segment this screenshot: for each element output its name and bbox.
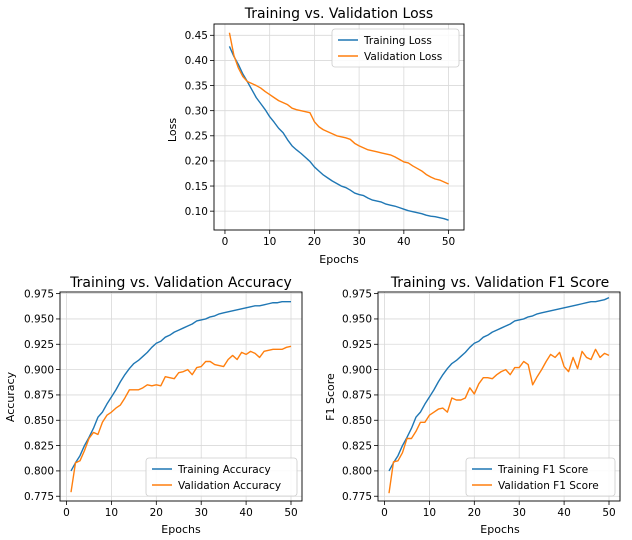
f1-ytick-label: 0.900 [342, 364, 372, 376]
f1-xtick-label: 40 [557, 507, 570, 519]
accuracy-chart-xlabel: Epochs [161, 523, 201, 536]
loss-legend-label-validation: Validation Loss [364, 51, 442, 63]
f1-xtick-label: 0 [381, 507, 388, 519]
f1-legend-label-training: Training F1 Score [497, 464, 588, 476]
loss-ytick-label: 0.20 [185, 156, 208, 168]
loss-legend: Training Loss Validation Loss [331, 28, 460, 68]
loss-ytick-label: 0.15 [185, 181, 208, 193]
accuracy-ytick-label: 0.925 [24, 339, 54, 351]
f1-legend: Training F1 Score Validation F1 Score [465, 457, 616, 497]
f1-chart-title: Training vs. Validation F1 Score [390, 275, 609, 291]
f1-xtick-label: 50 [602, 507, 615, 519]
f1-ytick-label: 0.975 [342, 288, 372, 300]
loss-ytick-label: 0.35 [185, 80, 208, 92]
f1-legend-box [465, 457, 616, 497]
accuracy-legend-label-validation: Validation Accuracy [178, 480, 281, 492]
loss-ytick-label: 0.10 [185, 206, 208, 218]
f1-ytick-label: 0.825 [342, 440, 372, 452]
loss-ytick-label: 0.45 [185, 30, 208, 42]
loss-xtick-label: 40 [397, 236, 410, 248]
loss-xtick-label: 50 [442, 236, 455, 248]
accuracy-legend-label-training: Training Accuracy [177, 464, 271, 476]
loss-series-training-line [228, 46, 449, 221]
accuracy-ytick-label: 0.775 [24, 491, 54, 503]
f1-xtick-label: 30 [513, 507, 526, 519]
accuracy-ytick-label: 0.950 [24, 314, 54, 326]
accuracy-xtick-label: 0 [63, 507, 70, 519]
f1-ytick-label: 0.800 [342, 466, 372, 478]
f1-ytick-label: 0.875 [342, 390, 372, 402]
accuracy-axes-frame [59, 291, 303, 502]
f1-xtick-label: 20 [468, 507, 481, 519]
loss-chart-ylabel: Loss [166, 118, 179, 142]
accuracy-ytick-label: 0.875 [24, 390, 54, 402]
f1-axes-frame [377, 291, 621, 502]
accuracy-legend-box [145, 457, 298, 497]
accuracy-xtick-label: 10 [105, 507, 118, 519]
accuracy-legend: Training Accuracy Validation Accuracy [145, 457, 298, 497]
f1-ytick-label: 0.775 [342, 491, 372, 503]
loss-xtick-label: 0 [222, 236, 229, 248]
accuracy-ytick-label: 0.800 [24, 466, 54, 478]
loss-legend-label-training: Training Loss [363, 35, 432, 47]
f1-chart: Training vs. Validation F1 Score Epochs … [324, 275, 621, 536]
accuracy-chart-title: Training vs. Validation Accuracy [69, 275, 292, 291]
loss-chart-title: Training vs. Validation Loss [244, 6, 433, 22]
f1-xtick-label: 10 [423, 507, 436, 519]
loss-legend-box [331, 28, 460, 68]
accuracy-series-validation-line [70, 345, 292, 493]
loss-series-validation-line [228, 32, 449, 185]
loss-xtick-label: 20 [308, 236, 321, 248]
loss-chart-xlabel: Epochs [319, 253, 359, 266]
accuracy-xtick-label: 50 [284, 507, 297, 519]
accuracy-series-training-line [70, 301, 291, 472]
accuracy-xtick-label: 30 [195, 507, 208, 519]
f1-series-validation-line [388, 348, 610, 494]
loss-chart: Training vs. Validation Loss Epochs Loss… [166, 6, 465, 266]
loss-xtick-label: 10 [263, 236, 276, 248]
f1-legend-label-validation: Validation F1 Score [498, 480, 599, 492]
f1-chart-xlabel: Epochs [480, 523, 520, 536]
accuracy-ytick-label: 0.850 [24, 415, 54, 427]
loss-axes-frame [213, 23, 465, 231]
loss-ytick-label: 0.40 [185, 55, 208, 67]
loss-ytick-label: 0.25 [185, 131, 208, 143]
f1-chart-ylabel: F1 Score [324, 373, 337, 421]
accuracy-xtick-label: 20 [150, 507, 163, 519]
f1-ytick-label: 0.950 [342, 314, 372, 326]
accuracy-xtick-label: 40 [239, 507, 252, 519]
loss-ytick-label: 0.30 [185, 105, 208, 117]
accuracy-chart: Training vs. Validation Accuracy Epochs … [4, 275, 303, 536]
accuracy-ytick-label: 0.825 [24, 440, 54, 452]
accuracy-ytick-label: 0.900 [24, 364, 54, 376]
f1-ytick-label: 0.925 [342, 339, 372, 351]
f1-series-training-line [388, 297, 610, 472]
f1-ytick-label: 0.850 [342, 415, 372, 427]
accuracy-chart-ylabel: Accuracy [4, 371, 17, 422]
accuracy-ytick-label: 0.975 [24, 288, 54, 300]
loss-xtick-label: 30 [352, 236, 365, 248]
